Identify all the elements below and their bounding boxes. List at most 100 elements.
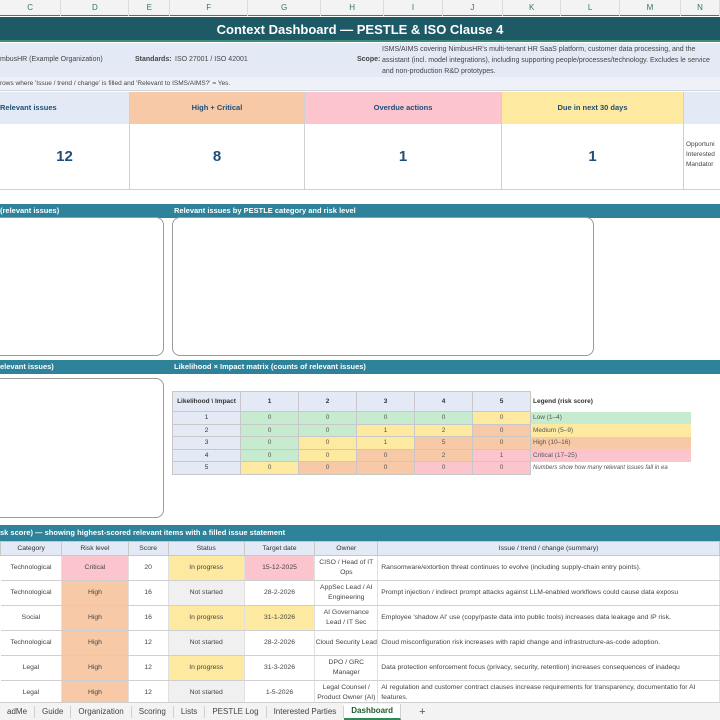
- column-header[interactable]: K: [503, 0, 562, 16]
- kpi-side-line: Opportuni: [686, 141, 715, 148]
- column-header[interactable]: I: [384, 0, 443, 16]
- organization-name: mbusHR (Example Organization): [0, 56, 103, 63]
- risk-level-cell[interactable]: Critical: [61, 555, 129, 581]
- kpi-side-notes: Opportuni Interested Mandator: [684, 124, 720, 190]
- matrix-cell: 0: [240, 423, 299, 437]
- col-owner[interactable]: Owner: [314, 541, 379, 556]
- chart-placeholder-left[interactable]: [0, 217, 164, 356]
- column-header[interactable]: J: [443, 0, 504, 16]
- col-issue[interactable]: Issue / trend / change (summary): [377, 541, 720, 556]
- category-cell[interactable]: Technological: [0, 580, 63, 606]
- issue-cell[interactable]: Ransomware/extortion threat continues to…: [377, 555, 720, 581]
- target-date-cell[interactable]: 31-1-2026: [244, 605, 316, 631]
- impact-header: 2: [298, 391, 357, 412]
- category-cell[interactable]: Social: [0, 605, 63, 631]
- owner-cell[interactable]: AppSec Lead / AI Engineering: [314, 580, 379, 606]
- category-cell[interactable]: Technological: [0, 630, 63, 656]
- column-header[interactable]: H: [321, 0, 385, 16]
- col-score[interactable]: Score: [127, 541, 169, 556]
- score-cell[interactable]: 12: [128, 630, 169, 656]
- tab-interested-parties[interactable]: Interested Parties: [267, 705, 345, 718]
- score-cell[interactable]: 16: [128, 580, 169, 606]
- matrix-cell: 0: [240, 436, 299, 450]
- status-cell[interactable]: Not started: [168, 580, 245, 606]
- issue-cell[interactable]: AI regulation and customer contract clau…: [377, 680, 720, 706]
- legend-low: Low (1–4): [530, 411, 691, 424]
- matrix-cell: 0: [240, 448, 299, 462]
- owner-cell[interactable]: Legal Counsel / Product Owner (AI): [314, 680, 379, 706]
- risk-level-cell[interactable]: High: [61, 580, 129, 606]
- status-cell[interactable]: Not started: [168, 680, 245, 706]
- issue-cell[interactable]: Cloud misconfiguration risk increases wi…: [377, 630, 720, 656]
- col-category[interactable]: Category: [0, 541, 63, 556]
- table-row[interactable]: Technological High 16 Not started 28-2-2…: [0, 580, 720, 606]
- category-cell[interactable]: Technological: [0, 555, 63, 581]
- col-risk-level[interactable]: Risk level: [61, 541, 129, 556]
- tab-readme[interactable]: adMe: [0, 705, 36, 718]
- target-date-cell[interactable]: 1-5-2026: [244, 680, 316, 706]
- tab-lists[interactable]: Lists: [174, 705, 206, 718]
- col-target-date[interactable]: Target date: [243, 541, 316, 556]
- column-header[interactable]: N: [681, 0, 720, 16]
- column-header[interactable]: L: [561, 0, 620, 16]
- status-cell[interactable]: In progress: [168, 655, 245, 681]
- scope-label: Scope:: [357, 56, 381, 63]
- legend-note: Numbers show how many relevant issues fa…: [530, 461, 691, 474]
- matrix-cell: 0: [472, 436, 531, 450]
- owner-cell[interactable]: DPO / GRC Manager: [314, 655, 379, 681]
- target-date-cell[interactable]: 28-2-2026: [244, 630, 316, 656]
- score-cell[interactable]: 20: [128, 555, 169, 581]
- risk-level-cell[interactable]: High: [61, 655, 129, 681]
- column-header[interactable]: F: [170, 0, 249, 16]
- matrix-title: Likelihood × Impact matrix (counts of re…: [174, 362, 366, 371]
- status-cell[interactable]: Not started: [168, 630, 245, 656]
- filter-note: rows where 'Issue / trend / change' is f…: [0, 77, 720, 91]
- table-row[interactable]: Technological High 12 Not started 28-2-2…: [0, 630, 720, 656]
- score-cell[interactable]: 12: [128, 680, 169, 706]
- category-cell[interactable]: Legal: [0, 655, 63, 681]
- likelihood-header: 4: [172, 448, 241, 462]
- tab-dashboard[interactable]: Dashboard: [344, 703, 402, 720]
- matrix-cell: 0: [298, 461, 357, 475]
- status-cell[interactable]: In progress: [168, 605, 245, 631]
- issue-cell[interactable]: Data protection enforcement focus (priva…: [377, 655, 720, 681]
- table-row[interactable]: Technological Critical 20 In progress 15…: [0, 555, 720, 581]
- score-cell[interactable]: 12: [128, 655, 169, 681]
- owner-cell[interactable]: AI Governance Lead / IT Sec: [314, 605, 379, 631]
- kpi-high-critical-value: 8: [130, 124, 305, 190]
- chart-placeholder-pestle[interactable]: [172, 217, 594, 356]
- issue-cell[interactable]: Prompt injection / indirect prompt attac…: [377, 580, 720, 606]
- legend-title: Legend (risk score): [530, 391, 691, 412]
- target-date-cell[interactable]: 31-3-2026: [244, 655, 316, 681]
- impact-header: 4: [414, 391, 473, 412]
- col-status[interactable]: Status: [167, 541, 245, 556]
- column-header-row: C D E F G H I J K L M N: [0, 0, 720, 16]
- risk-level-cell[interactable]: High: [61, 630, 129, 656]
- column-header[interactable]: C: [0, 0, 62, 16]
- sheet-tab-bar: adMe Guide Organization Scoring Lists PE…: [0, 702, 720, 720]
- add-sheet-button[interactable]: +: [419, 705, 426, 718]
- owner-cell[interactable]: Cloud Security Lead: [314, 630, 379, 656]
- tab-guide[interactable]: Guide: [35, 705, 72, 718]
- chart-placeholder-left-2[interactable]: [0, 378, 164, 518]
- tab-scoring[interactable]: Scoring: [132, 705, 174, 718]
- owner-cell[interactable]: CISO / Head of IT Ops: [314, 555, 379, 581]
- risk-level-cell[interactable]: High: [61, 605, 129, 631]
- column-header[interactable]: G: [248, 0, 322, 16]
- column-header[interactable]: M: [620, 0, 682, 16]
- target-date-cell[interactable]: 28-2-2026: [244, 580, 316, 606]
- issue-cell[interactable]: Employee 'shadow AI' use (copy/paste dat…: [377, 605, 720, 631]
- tab-organization[interactable]: Organization: [71, 705, 132, 718]
- matrix-cell: 0: [298, 411, 357, 425]
- target-date-cell[interactable]: 15-12-2025: [244, 555, 316, 581]
- tab-pestle-log[interactable]: PESTLE Log: [205, 705, 267, 718]
- table-row[interactable]: Social High 16 In progress 31-1-2026 AI …: [0, 605, 720, 631]
- risk-level-cell[interactable]: High: [61, 680, 129, 706]
- table-row[interactable]: Legal High 12 Not started 1-5-2026 Legal…: [0, 680, 720, 706]
- column-header[interactable]: E: [129, 0, 171, 16]
- score-cell[interactable]: 16: [128, 605, 169, 631]
- matrix-cell: 2: [414, 448, 473, 462]
- table-row[interactable]: Legal High 12 In progress 31-3-2026 DPO …: [0, 655, 720, 681]
- status-cell[interactable]: In progress: [168, 555, 245, 581]
- column-header[interactable]: D: [61, 0, 130, 16]
